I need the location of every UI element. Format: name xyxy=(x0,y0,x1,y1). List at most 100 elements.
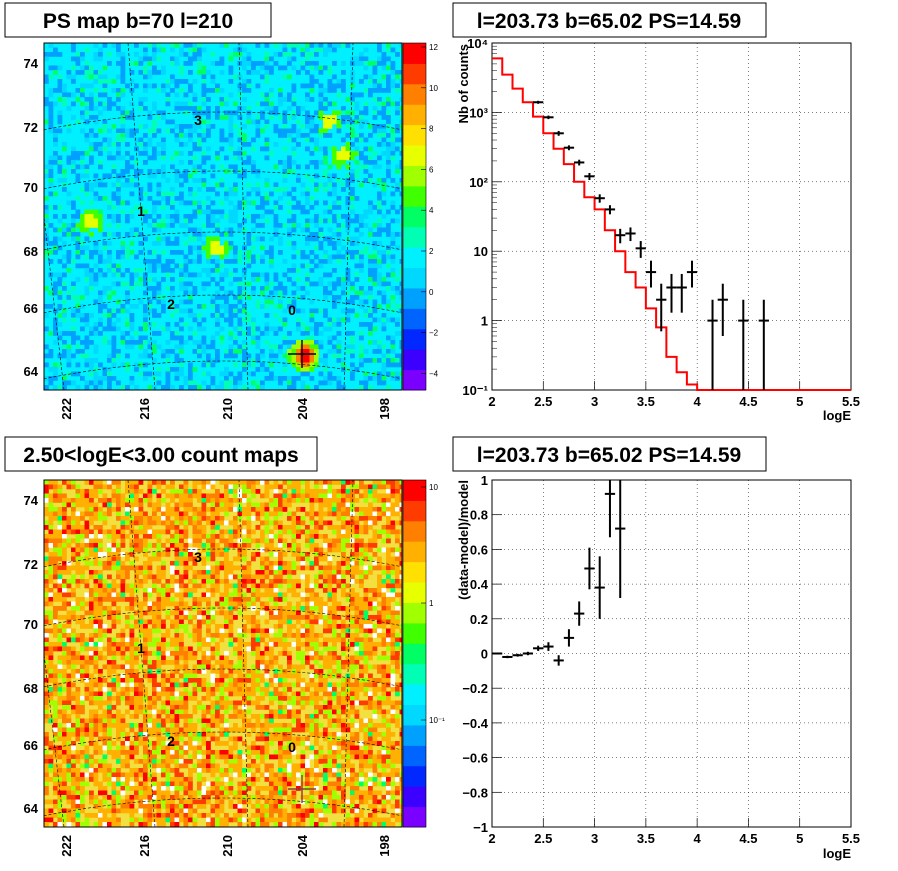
map-y-tick-label: 64 xyxy=(24,364,39,379)
map-x-tick-label: 216 xyxy=(137,835,152,857)
map-y-tick-label: 74 xyxy=(24,56,39,71)
residual-y-tick-label: 1 xyxy=(481,473,488,488)
spectrum-data-point xyxy=(553,130,564,136)
source-label: 3 xyxy=(194,112,202,128)
map-x-tick-label: 222 xyxy=(59,835,74,857)
map-y-tick-label: 66 xyxy=(24,738,38,753)
spectrum-data-point xyxy=(758,299,769,390)
residual-frame xyxy=(491,479,852,828)
residual-y-tick-label: 0 xyxy=(481,647,488,662)
residual-x-tick-label: 5.5 xyxy=(842,831,860,846)
spectrum-data-point xyxy=(574,159,585,166)
source-label: 1 xyxy=(137,640,145,656)
map-x-tick-label: 216 xyxy=(137,398,152,420)
spectrum-panel: 2 2.5 3 3.5 4 4.5 5 5.5 10⁻¹ 1 10 10² 10³ 10⁴ logE Nb… xyxy=(452,2,860,423)
map-y-tick-label: 74 xyxy=(24,493,39,508)
residual-y-tick-label: 0.4 xyxy=(470,577,489,592)
residual-x-tick-label: 2.5 xyxy=(534,831,552,846)
map-x-tick-label: 204 xyxy=(295,397,310,419)
residual-data-point xyxy=(615,480,626,598)
ps-map-title-box xyxy=(4,2,272,38)
residual-y-tick-label: −1 xyxy=(473,820,488,835)
map-x-tick-label: 210 xyxy=(220,398,235,420)
map-y-tick-label: 68 xyxy=(24,244,38,259)
map-x-tick-label: 198 xyxy=(377,398,392,420)
spectrum-x-tick-label: 2 xyxy=(488,394,495,409)
map-y-tick-label: 70 xyxy=(24,180,38,195)
count-map-pixels xyxy=(44,480,402,827)
colorbar-tick-label: 10 xyxy=(429,483,438,492)
map-x-tick-label: 210 xyxy=(220,835,235,857)
spectrum-data-point xyxy=(543,115,554,120)
spectrum-x-tick-label: 3 xyxy=(591,394,598,409)
count-map-title: 2.50<logE<3.00 count maps xyxy=(23,444,298,467)
ps-map-frame xyxy=(43,42,403,391)
spectrum-title: l=203.73 b=65.02 PS=14.59 xyxy=(477,10,741,33)
map-x-tick-label: 222 xyxy=(59,398,74,420)
map-x-tick-label: 204 xyxy=(295,834,310,856)
residual-data-point xyxy=(584,547,595,590)
residual-x-tick-label: 4 xyxy=(694,831,702,846)
source-label: 2 xyxy=(167,296,175,312)
map-y-tick-label: 64 xyxy=(24,801,39,816)
residual-data-point xyxy=(553,655,564,666)
spectrum-data-point xyxy=(656,283,667,332)
spectrum-model-histogram xyxy=(492,57,851,391)
spectrum-y-tick-label: 10⁴ xyxy=(467,36,488,51)
colorbar-tick-label: 8 xyxy=(429,125,434,134)
residual-y-tick-label: −0.4 xyxy=(462,716,488,731)
spectrum-data-point xyxy=(635,241,646,258)
spectrum-data-point xyxy=(645,260,657,288)
spectrum-y-tick-label: 10 xyxy=(474,244,488,259)
spectrum-title-box xyxy=(452,2,767,38)
spectrum-x-tick-label: 5 xyxy=(796,394,803,409)
spectrum-data-point xyxy=(604,205,616,215)
spectrum-data-point xyxy=(594,194,605,203)
spectrum-data-point xyxy=(707,299,718,390)
spectrum-x-tick-label: 2.5 xyxy=(534,394,552,409)
count-map-panel: 10 1 10⁻¹ 64 66 68 70 72 74 222 216 210 204 198 0 1 2 3… xyxy=(4,436,445,857)
residual-x-tick-label: 5 xyxy=(796,831,803,846)
residual-y-tick-label: 0.8 xyxy=(470,508,488,523)
count-map-grid xyxy=(44,480,402,827)
residual-title: l=203.73 b=65.02 PS=14.59 xyxy=(477,444,741,467)
ps-map-grid xyxy=(44,43,402,390)
residual-data-point xyxy=(492,652,503,655)
residual-data-point xyxy=(533,645,544,651)
map-y-tick-label: 72 xyxy=(24,120,38,135)
residual-x-tick-label: 3.5 xyxy=(637,831,655,846)
count-map-title-box xyxy=(4,436,318,472)
residual-xlabel: logE xyxy=(823,846,851,861)
residual-data-point xyxy=(502,655,513,659)
ps-map-title: PS map b=70 l=210 xyxy=(43,10,233,33)
spectrum-data-point xyxy=(676,273,687,313)
colorbar-tick-label: 2 xyxy=(429,247,434,256)
spectrum-x-tick-label: 5.5 xyxy=(842,394,860,409)
residual-y-tick-label: −0.8 xyxy=(462,785,488,800)
residual-data-point xyxy=(594,556,605,619)
residual-data-point xyxy=(522,651,534,656)
source-label: 0 xyxy=(288,302,296,318)
ps-map-pixels xyxy=(44,43,402,390)
residual-data-point xyxy=(563,629,575,647)
residual-data-point xyxy=(512,653,523,657)
spectrum-y-tick-label: 1 xyxy=(481,314,488,329)
residual-y-tick-label: 0.2 xyxy=(470,612,488,627)
residual-y-tick-label: −0.6 xyxy=(462,751,488,766)
residual-x-tick-label: 3 xyxy=(591,831,598,846)
map-y-tick-label: 66 xyxy=(24,301,38,316)
residual-panel: 2 2.5 3 3.5 4 4.5 5 5.5 −1 −0.8 −0.6 −0.4 −0.2 0 0.2 0.… xyxy=(452,436,860,861)
colorbar-tick-label: 0 xyxy=(429,288,434,297)
map-x-tick-label: 198 xyxy=(377,835,392,857)
spectrum-data-point xyxy=(686,260,698,288)
colorbar-tick-label: −4 xyxy=(429,369,439,378)
spectrum-data-point xyxy=(717,283,728,336)
spectrum-data-point xyxy=(625,227,636,242)
spectrum-x-tick-label: 4.5 xyxy=(739,394,757,409)
spectrum-x-tick-label: 3.5 xyxy=(637,394,655,409)
residual-title-box xyxy=(452,436,767,472)
source-label: 1 xyxy=(137,203,145,219)
spectrum-ylabel: Nb of counts xyxy=(456,44,471,123)
